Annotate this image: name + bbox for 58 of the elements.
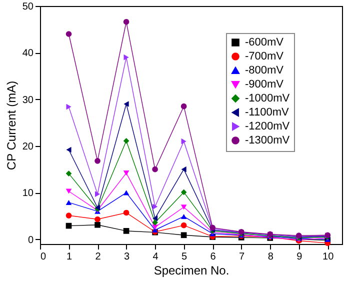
x-tick-label: 7	[239, 252, 246, 262]
x-tick-label: 9	[296, 252, 303, 262]
x-tick-label: 8	[268, 252, 274, 262]
x-tick-label: 1	[66, 252, 72, 262]
y-axis-title: CP Current (mA)	[4, 80, 18, 170]
point	[123, 228, 130, 234]
point	[180, 204, 187, 210]
point	[94, 222, 100, 228]
legend-label: -800mV	[245, 64, 284, 76]
point	[152, 224, 158, 230]
point	[123, 18, 130, 25]
point	[180, 103, 187, 110]
point	[95, 191, 100, 197]
x-tick-label: 5	[182, 252, 188, 262]
point	[180, 189, 187, 196]
x-tick-label: 2	[95, 252, 102, 262]
y-tick-label: 10	[22, 188, 34, 200]
x-tick-label: 3	[124, 252, 130, 262]
x-tick-label: 10	[322, 252, 334, 262]
point	[94, 158, 100, 164]
point	[181, 166, 186, 172]
point	[66, 104, 72, 110]
point	[66, 146, 72, 153]
point	[123, 210, 130, 216]
point	[66, 31, 72, 37]
point	[180, 232, 187, 238]
point	[124, 54, 129, 60]
y-tick-label: 20	[22, 142, 34, 152]
point	[66, 212, 72, 218]
point	[124, 101, 129, 107]
x-tick-label: 0	[40, 252, 46, 262]
x-tick-label: 4	[152, 252, 159, 262]
legend-label: -700mV	[245, 50, 284, 62]
point	[152, 215, 158, 222]
point	[152, 166, 158, 172]
y-tick-label: 0	[28, 234, 34, 246]
point	[94, 216, 100, 222]
point	[66, 170, 72, 176]
y-tick-label: 40	[22, 48, 34, 60]
legend-label: -1200mV	[245, 120, 290, 132]
point	[181, 138, 186, 144]
point	[180, 222, 187, 228]
legend-label: -1100mV	[245, 106, 290, 118]
point	[152, 204, 158, 210]
legend-label: -900mV	[245, 78, 284, 90]
y-tick-label: 30	[22, 94, 34, 106]
y-tick-label: 50	[22, 2, 34, 12]
x-tick-label: 6	[210, 252, 216, 262]
point	[66, 188, 72, 194]
legend-label: -1300mV	[245, 134, 290, 146]
legend-label: -600mV	[245, 36, 284, 48]
point	[180, 214, 187, 219]
x-axis-title: Specimen No.	[154, 264, 230, 278]
legend-label: -1000mV	[245, 92, 290, 104]
point	[123, 170, 130, 176]
point	[123, 138, 130, 144]
point	[66, 200, 72, 205]
point	[123, 190, 130, 196]
